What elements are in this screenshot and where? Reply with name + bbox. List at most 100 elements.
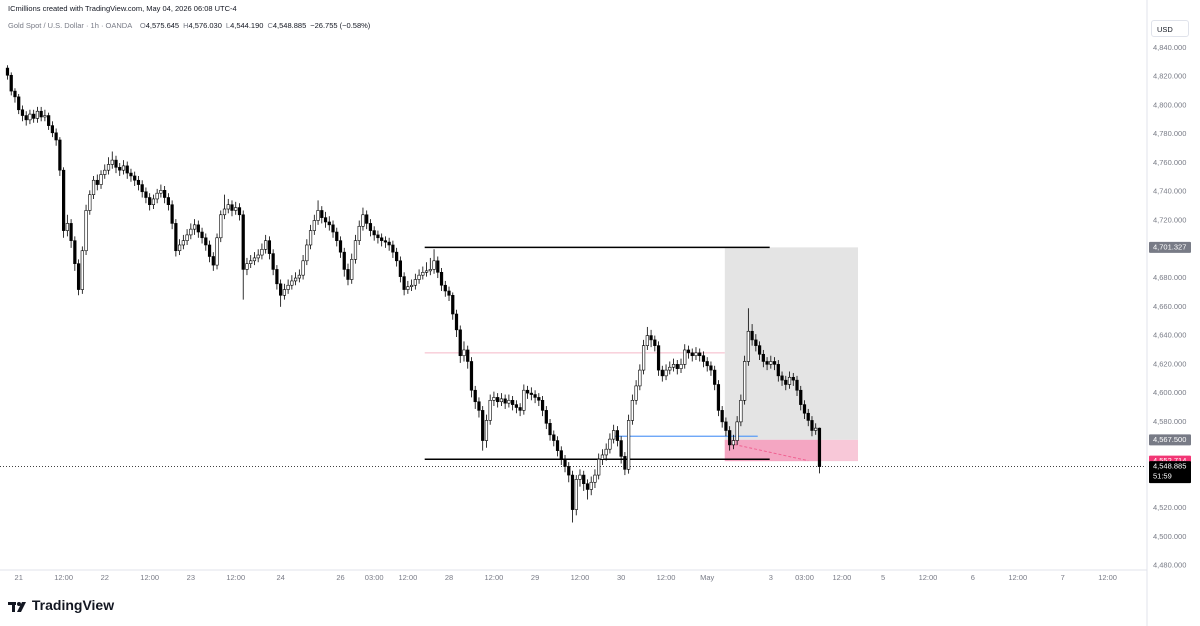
candle-body — [814, 427, 818, 431]
candle-body — [675, 364, 679, 369]
candle-body — [234, 207, 238, 211]
x-tick-label: 12:00 — [140, 573, 159, 582]
candle-body — [80, 250, 84, 290]
candle-body — [20, 109, 25, 116]
candle-body — [353, 240, 358, 260]
candle-body — [413, 279, 417, 286]
candle-body — [24, 115, 28, 121]
candle-body — [623, 456, 627, 470]
candle-body — [720, 410, 724, 423]
candle-body — [290, 280, 294, 286]
candle-body — [466, 349, 470, 362]
x-tick-label: 29 — [531, 573, 539, 582]
candle-body — [582, 474, 586, 485]
candle-body — [656, 345, 661, 371]
y-tick-label: 4,720.000 — [1153, 216, 1186, 225]
price-marker-label: 4,567.500 — [1153, 435, 1186, 444]
candle-body — [264, 240, 268, 250]
candle-body — [196, 224, 200, 233]
candle-body — [716, 384, 721, 411]
candle-body — [308, 230, 313, 246]
candle-body — [316, 210, 320, 221]
candle-body — [365, 214, 369, 224]
y-tick-label: 4,480.000 — [1153, 561, 1186, 570]
candle-body — [312, 220, 316, 231]
candle-body — [357, 225, 361, 241]
candle-body — [125, 165, 129, 174]
candle-body — [496, 397, 500, 403]
currency-button[interactable]: USD — [1151, 20, 1189, 37]
candle-body — [245, 263, 249, 270]
y-tick-label: 4,680.000 — [1153, 273, 1186, 282]
candle-body — [211, 256, 215, 266]
candle-body — [488, 399, 492, 421]
candle-body — [514, 404, 518, 408]
candle-body — [192, 224, 197, 230]
candle-body — [395, 251, 399, 262]
candle-body — [641, 345, 646, 371]
x-tick-label: 12:00 — [485, 573, 504, 582]
candle-body — [380, 237, 384, 241]
candle-body — [533, 394, 537, 398]
candle-body — [664, 369, 668, 377]
candle-body — [649, 335, 653, 341]
symbol-legend: Gold Spot / U.S. Dollar · 1h · OANDA O4,… — [8, 21, 370, 30]
countdown: 51:59 — [1153, 472, 1172, 481]
candle-body — [69, 223, 73, 241]
candle-body — [615, 430, 620, 441]
candle-body — [525, 389, 530, 394]
candle-body — [436, 260, 440, 273]
y-tick-label: 4,800.000 — [1153, 100, 1186, 109]
candle-body — [181, 240, 185, 246]
drawing-line — [729, 442, 809, 462]
candle-body — [95, 179, 99, 185]
candle-body — [627, 420, 631, 470]
candle-body — [728, 430, 732, 446]
candle-body — [88, 194, 92, 211]
candle-body — [32, 113, 36, 119]
candle-body — [267, 240, 272, 254]
candle-body — [279, 283, 283, 296]
candle-body — [275, 269, 279, 285]
candle-body — [802, 404, 807, 414]
candle-body — [473, 389, 477, 403]
logo-mark — [8, 602, 26, 613]
candle-body — [106, 164, 111, 171]
x-tick-label: 03:00 — [795, 573, 814, 582]
x-tick-label: 12:00 — [919, 573, 938, 582]
candle-body — [795, 379, 799, 391]
candle-body — [735, 421, 739, 441]
candle-body — [62, 169, 66, 231]
candle-body — [260, 248, 264, 256]
candle-body — [443, 284, 447, 292]
candle-body — [518, 407, 522, 411]
price-marker-label: 4,548.885 — [1153, 462, 1186, 471]
candle-body — [552, 434, 556, 441]
candle-body — [469, 361, 474, 391]
price-marker-label: 4,701.327 — [1153, 242, 1186, 251]
price-marker — [1149, 241, 1191, 253]
position-zone — [724, 247, 859, 440]
y-tick-label: 4,520.000 — [1153, 503, 1186, 512]
candle-body — [129, 172, 133, 177]
candle-body — [151, 198, 156, 206]
candle-body — [600, 454, 605, 460]
ohlc-key: H — [183, 21, 189, 30]
candle-body — [163, 190, 167, 198]
candle-body — [185, 234, 189, 241]
candle-body — [776, 364, 780, 377]
candle-body — [409, 284, 414, 287]
candle-body — [103, 169, 107, 175]
y-tick-label: 4,780.000 — [1153, 129, 1186, 138]
candle-body — [226, 204, 230, 210]
candle-body — [548, 423, 552, 436]
x-tick-label: 3 — [769, 573, 773, 582]
candle-body — [207, 244, 212, 257]
candle-body — [544, 410, 548, 424]
x-tick-label: 24 — [276, 573, 284, 582]
candle-body — [679, 364, 683, 369]
candle-body — [174, 223, 178, 252]
candle-body — [222, 208, 227, 216]
candle-body — [346, 269, 350, 280]
candle-body — [630, 399, 634, 421]
